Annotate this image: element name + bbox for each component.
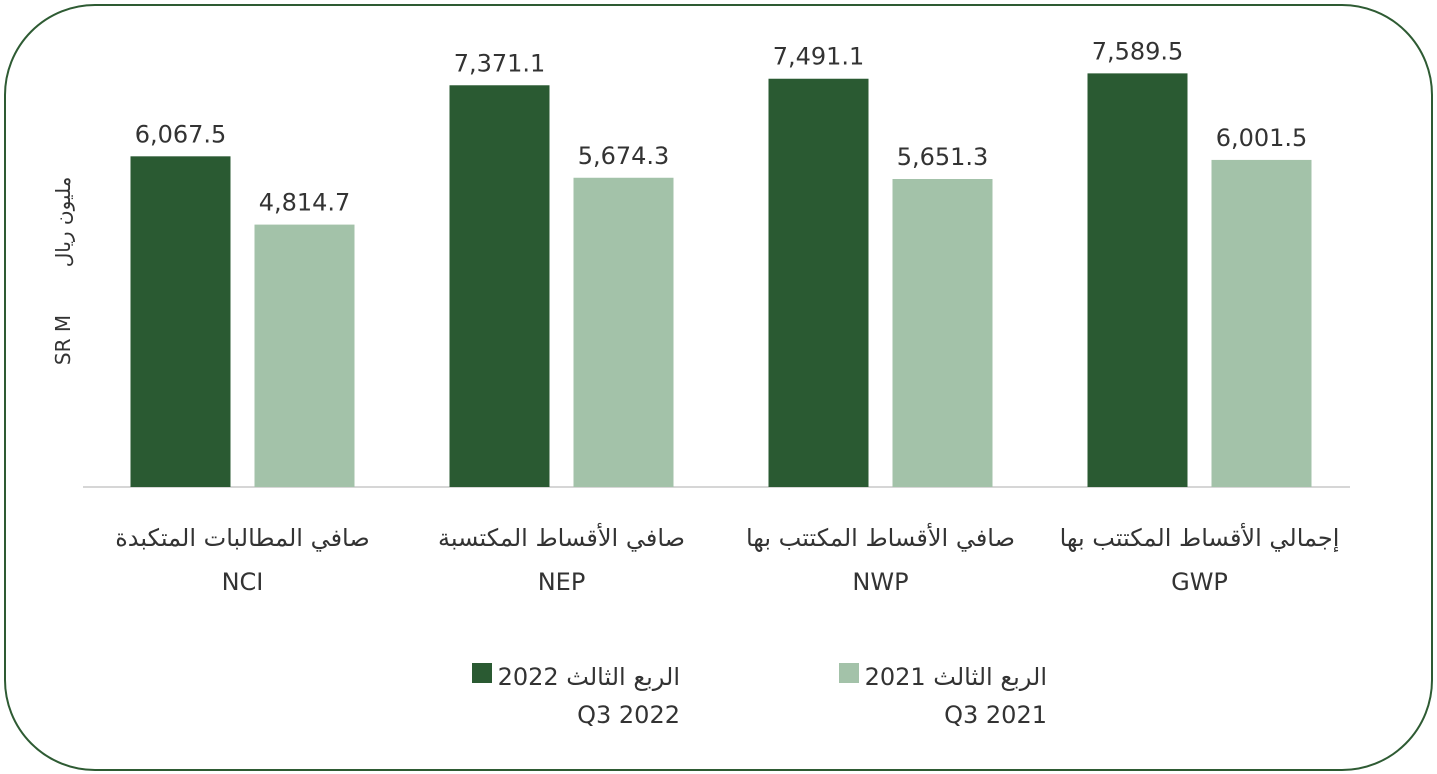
category-name: صافي الأقساط المكتتب بها — [745, 524, 1015, 552]
legend-name-en: Q3 2022 — [577, 701, 680, 729]
category-label: إجمالي الأقساط المكتتب بها GWP — [1040, 516, 1360, 604]
category-name: صافي الأقساط المكتسبة — [437, 524, 686, 552]
y-label-en: SR M — [51, 315, 75, 365]
category-label: صافي الأقساط المكتتب بها NWP — [721, 516, 1041, 604]
frame — [4, 4, 1433, 771]
data-label: 7,589.5 — [1092, 37, 1184, 65]
data-label: 6,001.5 — [1216, 124, 1308, 152]
bar — [768, 78, 869, 487]
data-label: 7,491.1 — [773, 43, 865, 71]
bar — [573, 177, 674, 487]
legend-swatch — [838, 663, 859, 683]
data-label: 5,651.3 — [897, 143, 989, 171]
legend-line: الربع الثالث 2021 — [838, 658, 1047, 696]
category-label: صافي الأقساط المكتسبة NEP — [402, 516, 722, 604]
legend-item: الربع الثالث 2022 Q3 2022 — [471, 658, 680, 734]
legend-name: الربع الثالث 2022 — [497, 663, 680, 691]
data-label: 5,674.3 — [578, 142, 670, 170]
category-name: صافي المطالبات المتكبدة — [115, 524, 370, 552]
data-label: 6,067.5 — [135, 120, 227, 148]
legend-name: الربع الثالث 2021 — [864, 663, 1047, 691]
category-name: إجمالي الأقساط المكتتب بها — [1059, 524, 1340, 552]
bar — [892, 179, 993, 487]
legend-name-en: Q3 2021 — [944, 701, 1047, 729]
bar — [1211, 159, 1312, 487]
data-label: 4,814.7 — [259, 189, 351, 217]
bar — [130, 156, 231, 488]
category-label: صافي المطالبات المتكبدة NCI — [83, 516, 403, 604]
bar — [254, 224, 355, 487]
legend-swatch — [471, 663, 492, 683]
category-code: NEP — [537, 568, 586, 596]
category-code: NCI — [221, 568, 264, 596]
data-label: 7,371.1 — [454, 49, 546, 77]
category-code: NWP — [852, 568, 909, 596]
category-code: GWP — [1171, 568, 1228, 596]
legend-line: الربع الثالث 2022 — [471, 658, 680, 696]
legend-item: الربع الثالث 2021 Q3 2021 — [838, 658, 1047, 734]
bar — [1087, 73, 1188, 487]
bar — [449, 85, 550, 487]
y-label-ar: مليون ريال — [51, 177, 75, 268]
